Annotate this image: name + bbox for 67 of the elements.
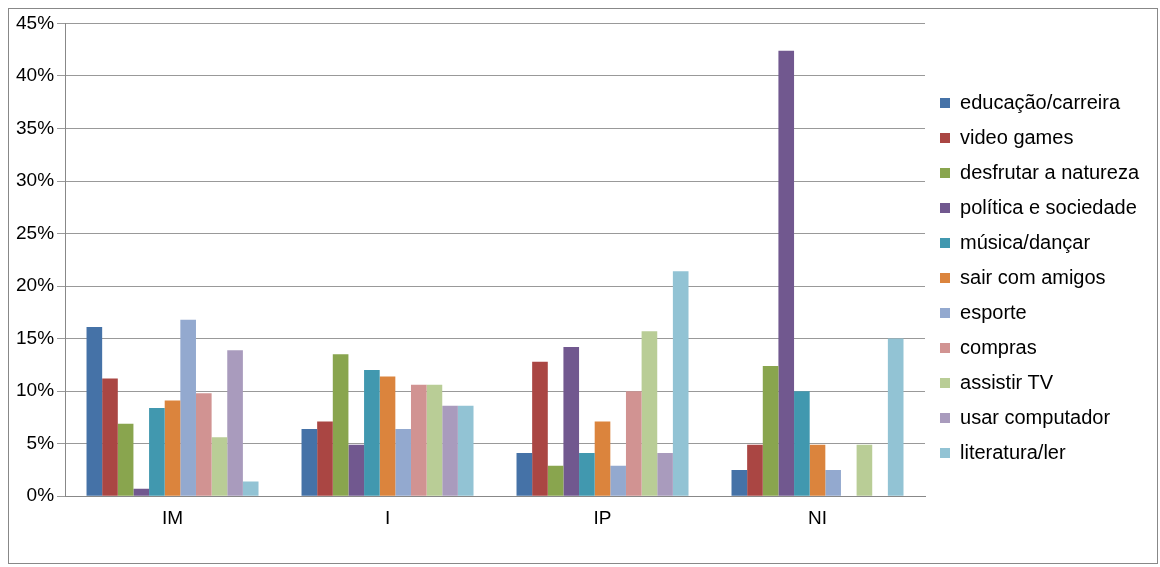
legend-label: educação/carreira	[960, 90, 1121, 113]
y-tick-label: 40%	[16, 64, 55, 86]
bar	[442, 405, 458, 496]
bar	[825, 469, 841, 496]
y-tick-label: 5%	[26, 431, 55, 453]
bar	[242, 481, 259, 496]
x-tick-label: I	[384, 506, 391, 528]
bar	[211, 437, 228, 496]
bar	[778, 50, 795, 496]
bar	[516, 453, 533, 496]
bar	[887, 338, 904, 496]
bar	[594, 421, 611, 496]
legend-label: usar computador	[960, 405, 1111, 428]
bar	[133, 488, 150, 496]
y-tick-label: 35%	[16, 116, 55, 138]
legend-label: assistir TV	[960, 370, 1054, 393]
bar	[102, 378, 118, 496]
bar	[227, 350, 243, 496]
bar	[317, 421, 333, 496]
y-tick-label: 25%	[16, 221, 55, 243]
bar	[547, 465, 564, 496]
bar	[610, 465, 626, 496]
legend-label: literatura/ler	[960, 440, 1066, 463]
y-tick-label: 10%	[16, 379, 55, 401]
legend-label: esporte	[960, 300, 1027, 323]
legend-label: música/dançar	[960, 230, 1091, 253]
bar	[301, 428, 318, 496]
bar	[86, 327, 103, 496]
bar	[532, 361, 548, 496]
bar	[379, 376, 396, 496]
bar	[426, 384, 443, 496]
bar	[149, 407, 165, 496]
y-tick-label: 30%	[16, 169, 55, 191]
bar	[762, 365, 779, 496]
legend-label: compras	[960, 335, 1037, 358]
bar	[731, 469, 748, 496]
bar	[794, 391, 810, 496]
legend-label: video games	[960, 125, 1074, 148]
bar	[117, 423, 134, 496]
y-tick-label: 0%	[26, 484, 55, 506]
y-tick-label: 45%	[16, 11, 55, 33]
bar	[563, 347, 580, 496]
bar	[856, 444, 873, 496]
bar	[332, 354, 349, 496]
bar	[195, 393, 212, 496]
bar	[395, 428, 411, 496]
bar	[641, 331, 658, 496]
x-tick-label: NI	[808, 506, 828, 528]
bar	[410, 384, 427, 496]
bar	[809, 444, 826, 496]
bar	[348, 444, 365, 496]
bar	[180, 319, 196, 496]
bar	[579, 453, 595, 496]
x-tick-label: IM	[161, 506, 184, 528]
legend-label: desfrutar a natureza	[960, 160, 1140, 183]
y-tick-label: 20%	[16, 274, 55, 296]
bar	[164, 400, 181, 496]
bar	[672, 271, 689, 496]
legend-label: política e sociedade	[960, 195, 1137, 218]
bar	[364, 370, 380, 496]
bar	[657, 453, 673, 496]
y-tick-label: 15%	[16, 326, 55, 348]
bar	[625, 391, 642, 496]
legend-label: sair com amigos	[960, 265, 1106, 288]
bar	[747, 444, 763, 496]
bar	[457, 405, 474, 496]
x-tick-label: IP	[593, 506, 612, 528]
